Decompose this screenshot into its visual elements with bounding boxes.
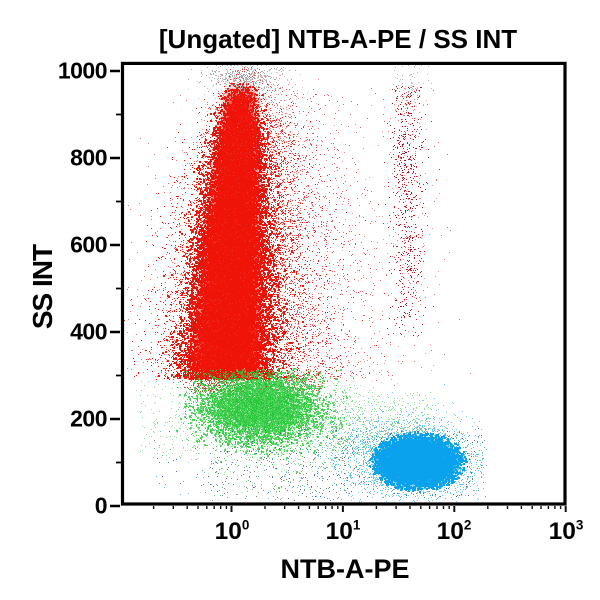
svg-text:200: 200 [70, 406, 107, 432]
svg-text:NTB-A-PE: NTB-A-PE [281, 554, 410, 584]
svg-text:1000: 1000 [58, 58, 107, 84]
svg-text:800: 800 [70, 145, 107, 171]
svg-text:SS INT: SS INT [27, 244, 58, 329]
svg-text:0: 0 [95, 493, 107, 519]
svg-text:600: 600 [70, 232, 107, 258]
svg-text:400: 400 [70, 319, 107, 345]
svg-text:[Ungated] NTB-A-PE / SS INT: [Ungated] NTB-A-PE / SS INT [159, 24, 517, 54]
